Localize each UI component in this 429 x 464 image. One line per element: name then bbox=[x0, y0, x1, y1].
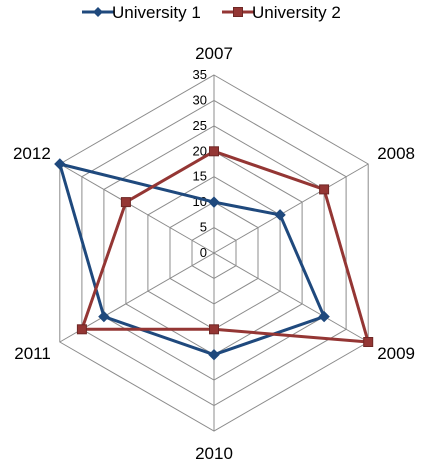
series-1 bbox=[54, 158, 330, 361]
radial-tick-label: 5 bbox=[200, 220, 207, 235]
data-point bbox=[120, 197, 131, 208]
category-label-2008: 2008 bbox=[377, 144, 415, 163]
data-point bbox=[318, 310, 330, 323]
category-label-2007: 2007 bbox=[195, 44, 233, 63]
grid-spoke bbox=[59, 163, 215, 254]
legend-marker bbox=[233, 7, 243, 17]
radial-tick-label: 25 bbox=[193, 118, 207, 133]
category-label-2009: 2009 bbox=[377, 344, 415, 363]
series-layer bbox=[54, 146, 374, 361]
category-label-2010: 2010 bbox=[195, 444, 233, 459]
category-label-2012: 2012 bbox=[13, 144, 51, 163]
data-point bbox=[98, 310, 110, 323]
radial-tick-label: 15 bbox=[193, 169, 207, 184]
category-label-2011: 2011 bbox=[14, 344, 51, 363]
chart-grid bbox=[59, 74, 369, 432]
data-point bbox=[76, 324, 87, 335]
series-2 bbox=[76, 146, 374, 347]
radial-tick-label: 30 bbox=[193, 92, 207, 107]
radial-tick-label: 35 bbox=[193, 67, 207, 82]
grid-spoke bbox=[213, 163, 369, 254]
legend-marker bbox=[93, 7, 103, 17]
data-point bbox=[363, 337, 374, 347]
legend: University 1 University 2 bbox=[82, 3, 341, 22]
data-point bbox=[209, 324, 219, 335]
data-point bbox=[319, 184, 330, 195]
legend-entry-1: University 1 bbox=[82, 3, 201, 22]
grid-spoke bbox=[213, 252, 369, 343]
data-point bbox=[209, 146, 219, 157]
radial-tick-label: 0 bbox=[200, 245, 207, 260]
legend-label: University 2 bbox=[252, 3, 341, 22]
data-point bbox=[208, 349, 220, 361]
legend-label: University 1 bbox=[112, 3, 201, 22]
data-point bbox=[274, 209, 286, 221]
category-labels: 2007 2008 2009 2010 2011 2012 bbox=[13, 44, 415, 463]
radial-tick-label: 20 bbox=[193, 143, 207, 158]
legend-entry-2: University 2 bbox=[222, 3, 341, 22]
data-point bbox=[208, 196, 220, 208]
data-point bbox=[54, 158, 66, 170]
